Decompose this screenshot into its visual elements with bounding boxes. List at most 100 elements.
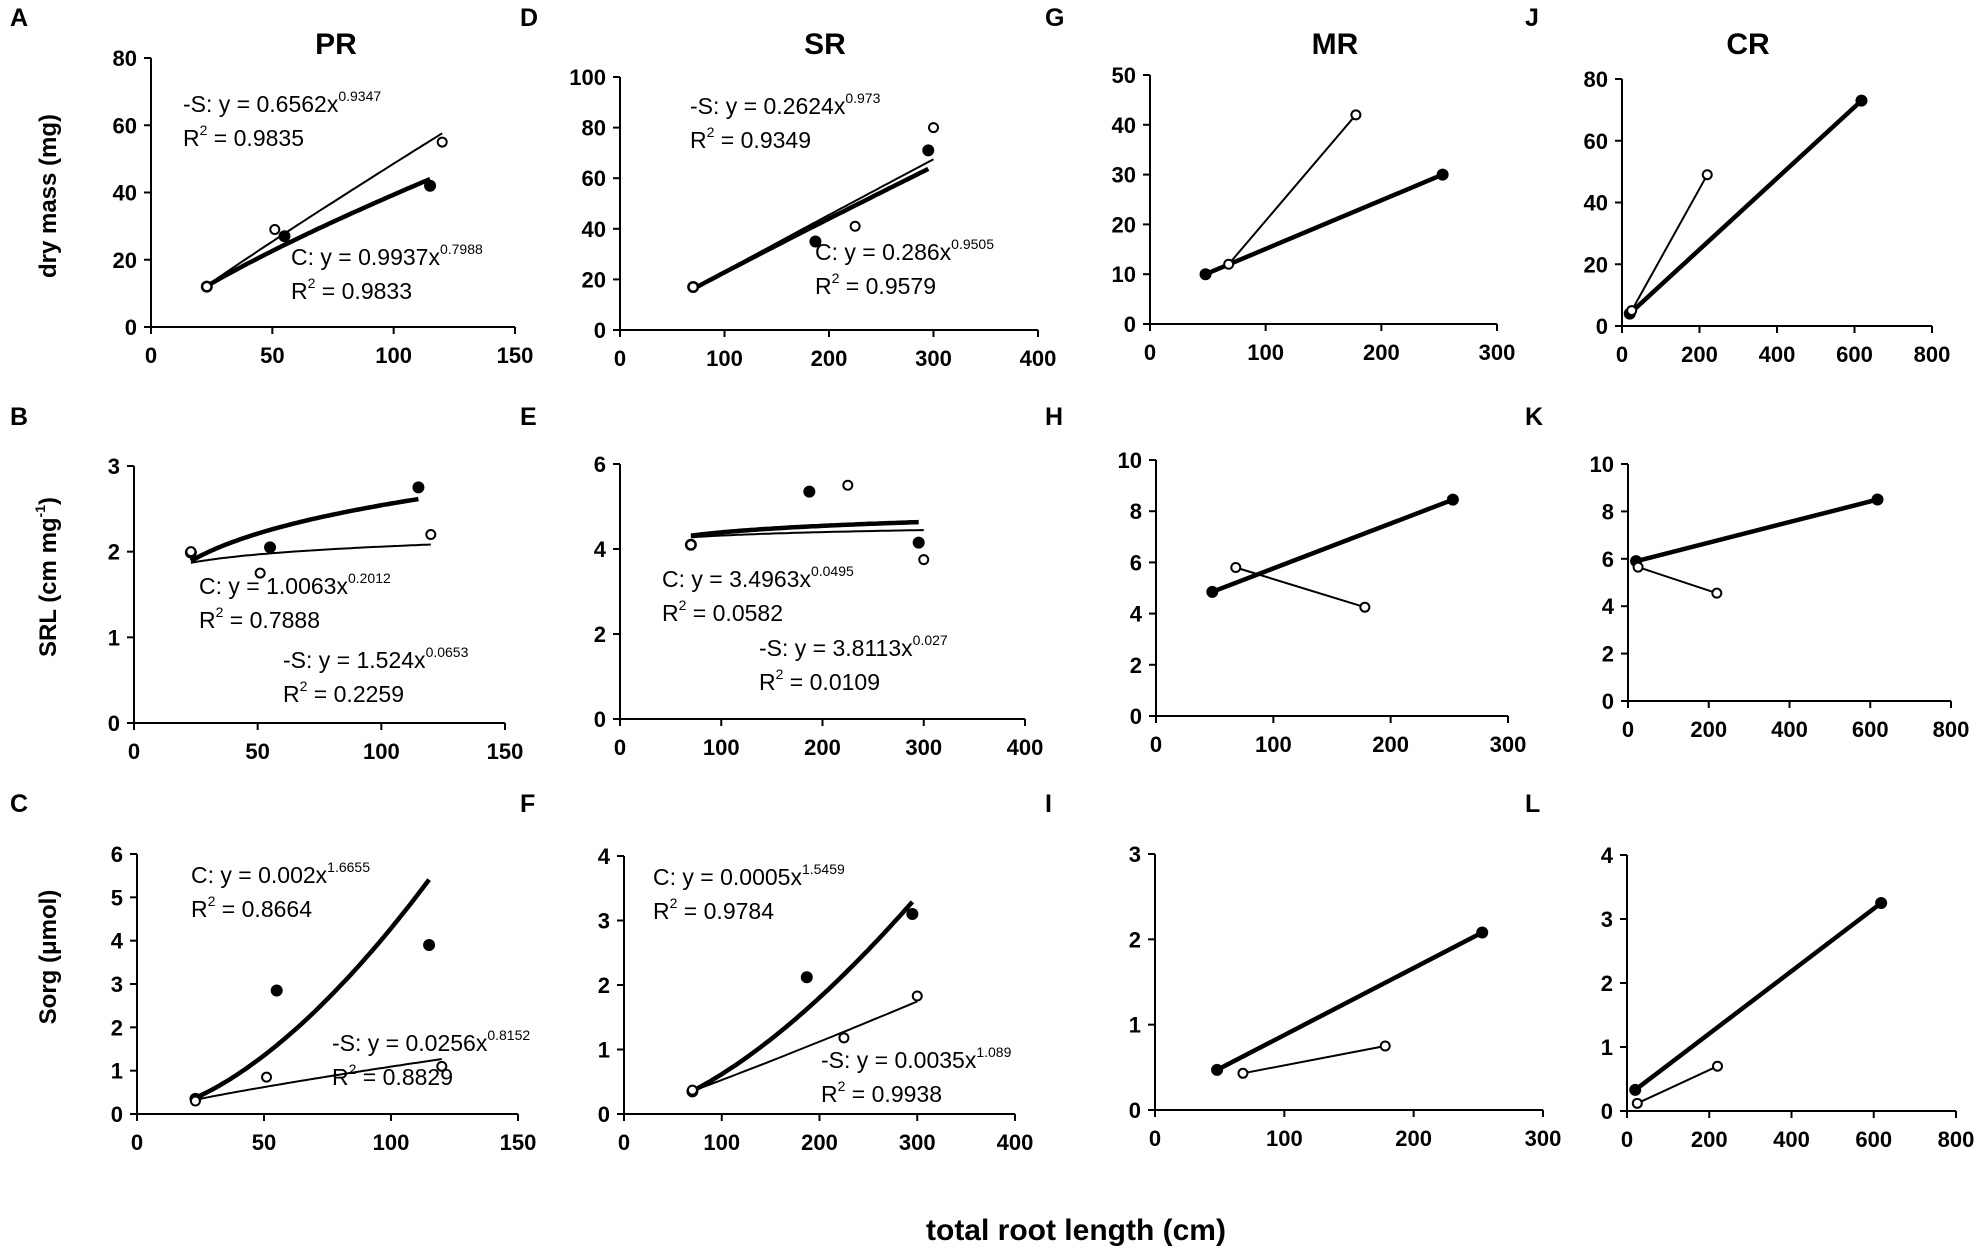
data-point-minus-s <box>1223 258 1235 270</box>
x-tick-label: 100 <box>1266 1126 1303 1151</box>
data-point-control <box>1871 493 1884 506</box>
y-tick-label: 80 <box>113 46 137 71</box>
series-line-minus-s <box>1630 174 1709 312</box>
y-tick-label: 3 <box>111 972 123 997</box>
x-tick-label: 0 <box>145 343 157 368</box>
panel-letter: J <box>1525 4 1539 32</box>
r-squared-label: R2 = 0.9938 <box>821 1078 942 1107</box>
x-tick-label: 150 <box>487 739 524 764</box>
x-tick-label: 300 <box>1479 340 1516 365</box>
y-axis-label-srl: SRL (cm mg-1) <box>32 497 62 657</box>
r-squared-label: R2 = 0.9784 <box>653 895 774 924</box>
data-point-minus-s <box>911 990 923 1002</box>
data-point-control <box>270 984 283 997</box>
r-squared-label: R2 = 0.8829 <box>332 1061 453 1090</box>
x-tick-label: 100 <box>375 343 412 368</box>
y-tick-label: 30 <box>1112 163 1136 188</box>
y-tick-label: 10 <box>1118 448 1142 473</box>
y-axis-label-sorg: Sorg (μmol) <box>35 890 62 1025</box>
r-squared-label: R2 = 0.2259 <box>283 678 404 707</box>
panel-letter: K <box>1525 403 1543 431</box>
x-tick-label: 400 <box>1007 735 1044 760</box>
series-line-minus-s <box>1637 566 1718 595</box>
x-tick-label: 300 <box>905 735 942 760</box>
series-line-control <box>1204 172 1444 277</box>
r-squared-label: R2 = 0.7888 <box>199 604 320 633</box>
panel-D: D SR 0 20 40 60 80 100 0 100 200 300 400 -S: y = 0.26… <box>520 4 1056 371</box>
series-line-control <box>1635 497 1879 564</box>
y-tick-label: 2 <box>1130 653 1142 678</box>
y-tick-label: 1 <box>598 1038 610 1063</box>
y-tick-label: 0 <box>598 1102 610 1127</box>
y-tick-label: 20 <box>113 248 137 273</box>
x-tick-label: 200 <box>1691 1127 1728 1152</box>
y-tick-label: 60 <box>113 113 137 138</box>
r-squared-label: R2 = 0.0109 <box>759 666 880 695</box>
y-tick-label: 60 <box>582 166 606 191</box>
x-tick-label: 0 <box>131 1130 143 1155</box>
data-point-control <box>1446 493 1459 506</box>
x-tick-label: 400 <box>997 1130 1034 1155</box>
panel-I: I 0 1 2 3 0 100 200 300 <box>1045 790 1561 1151</box>
x-tick-label: 300 <box>1525 1126 1562 1151</box>
y-tick-label: 0 <box>1124 312 1136 337</box>
y-tick-label: 3 <box>1129 842 1141 867</box>
y-tick-label: 20 <box>582 267 606 292</box>
panel-F: F 0 1 2 3 4 0 100 200 300 400 C: y = 0.0005x1.5459 R… <box>520 790 1033 1155</box>
x-tick-label: 400 <box>1771 717 1808 742</box>
fit-curve-minus-s <box>206 132 443 287</box>
panel-K: K 0 2 4 6 8 10 0 200 400 600 800 <box>1525 403 1969 742</box>
data-point-minus-s <box>685 539 697 551</box>
panel-title: CR <box>1726 28 1770 61</box>
data-point-control <box>809 235 822 248</box>
fit-curve-control <box>189 496 419 563</box>
y-tick-label: 4 <box>1601 843 1614 868</box>
data-point-minus-s <box>918 554 930 566</box>
regression-equation: C: y = 0.286x0.9505 <box>815 236 994 265</box>
y-tick-label: 20 <box>1584 252 1608 277</box>
data-point-control <box>922 144 935 157</box>
series-line-control <box>1216 930 1484 1072</box>
panel-A: A PR 0 20 40 60 80 0 50 100 150 -S: y = 0.6562x0.93… <box>10 4 533 368</box>
data-point-control <box>800 971 813 984</box>
y-tick-label: 0 <box>1129 1098 1141 1123</box>
x-tick-label: 100 <box>706 346 743 371</box>
regression-equation: -S: y = 0.2624x0.973 <box>690 90 881 119</box>
panel-title: PR <box>315 28 357 61</box>
x-tick-label: 150 <box>497 343 534 368</box>
data-point-minus-s <box>189 1095 201 1107</box>
data-point-minus-s <box>269 223 281 235</box>
regression-equation: C: y = 1.0063x0.2012 <box>199 570 391 599</box>
r-squared-label: R2 = 0.9835 <box>183 122 304 151</box>
series-line-control <box>1628 98 1864 316</box>
x-tick-label: 200 <box>1395 1126 1432 1151</box>
y-tick-label: 3 <box>598 909 610 934</box>
y-tick-label: 80 <box>1584 67 1608 92</box>
x-tick-label: 0 <box>614 346 626 371</box>
regression-equation: C: y = 0.9937x0.7988 <box>291 241 483 270</box>
regression-equation: C: y = 0.002x1.6655 <box>191 859 370 888</box>
data-point-control <box>912 536 925 549</box>
data-point-minus-s <box>436 136 448 148</box>
data-point-minus-s <box>1631 1097 1643 1109</box>
x-tick-label: 200 <box>1363 340 1400 365</box>
data-point-minus-s <box>201 281 213 293</box>
x-tick-label: 100 <box>373 1130 410 1155</box>
x-tick-label: 0 <box>1622 717 1634 742</box>
x-tick-label: 800 <box>1938 1127 1975 1152</box>
y-tick-label: 10 <box>1590 452 1614 477</box>
x-tick-label: 200 <box>811 346 848 371</box>
x-tick-label: 200 <box>1372 732 1409 757</box>
x-tick-label: 200 <box>801 1130 838 1155</box>
y-tick-label: 100 <box>569 65 606 90</box>
regression-equation: -S: y = 0.0035x1.089 <box>821 1044 1012 1073</box>
series-line-control <box>1633 901 1883 1092</box>
y-tick-label: 50 <box>1112 63 1136 88</box>
y-tick-label: 0 <box>1602 689 1614 714</box>
y-tick-label: 0 <box>108 711 120 736</box>
data-point-minus-s <box>687 281 699 293</box>
y-tick-label: 40 <box>1584 191 1608 216</box>
data-point-control <box>264 541 277 554</box>
